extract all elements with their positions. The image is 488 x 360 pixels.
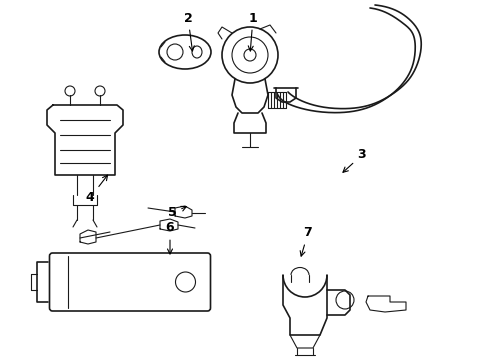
Text: 4: 4 [85,175,107,204]
Text: 5: 5 [167,206,186,220]
Text: 1: 1 [248,12,257,51]
Text: 6: 6 [165,221,174,254]
Text: 7: 7 [300,226,312,256]
Text: 2: 2 [183,12,194,51]
Text: 3: 3 [342,148,366,172]
